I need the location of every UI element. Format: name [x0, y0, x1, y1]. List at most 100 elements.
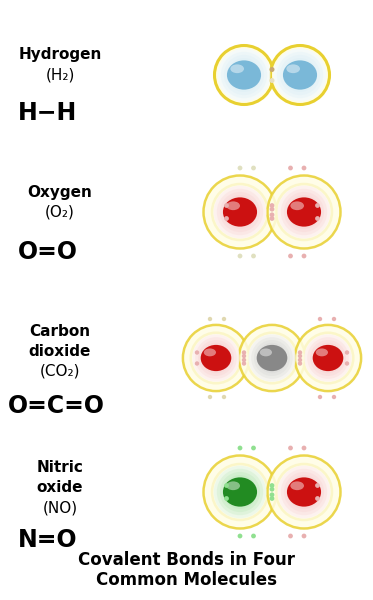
Ellipse shape	[290, 202, 304, 210]
Circle shape	[224, 55, 264, 95]
Circle shape	[288, 446, 293, 451]
Ellipse shape	[313, 345, 343, 371]
Circle shape	[239, 325, 305, 391]
Circle shape	[332, 395, 336, 399]
Circle shape	[310, 340, 346, 376]
Text: N=O: N=O	[18, 528, 78, 552]
Circle shape	[295, 325, 361, 391]
Circle shape	[238, 446, 242, 451]
Circle shape	[195, 337, 237, 379]
Circle shape	[208, 317, 212, 321]
Circle shape	[307, 337, 349, 379]
Circle shape	[302, 533, 306, 538]
Circle shape	[298, 361, 302, 365]
Circle shape	[224, 216, 229, 221]
Circle shape	[214, 185, 266, 238]
Circle shape	[315, 216, 320, 221]
Ellipse shape	[286, 64, 300, 73]
Ellipse shape	[316, 349, 328, 356]
Ellipse shape	[227, 61, 261, 89]
Circle shape	[270, 216, 275, 221]
Circle shape	[270, 487, 275, 491]
Circle shape	[287, 475, 321, 509]
Circle shape	[220, 472, 260, 512]
Circle shape	[318, 317, 322, 321]
Circle shape	[248, 334, 296, 382]
Circle shape	[318, 395, 322, 399]
Text: O=O: O=O	[18, 240, 78, 264]
Circle shape	[204, 175, 276, 248]
Circle shape	[345, 350, 349, 355]
Circle shape	[222, 395, 226, 399]
Ellipse shape	[287, 478, 321, 506]
Text: oxide: oxide	[37, 481, 83, 496]
Text: H−H: H−H	[18, 101, 77, 125]
Circle shape	[257, 343, 287, 373]
Circle shape	[238, 533, 242, 538]
Circle shape	[298, 358, 302, 362]
Text: dioxide: dioxide	[29, 343, 91, 359]
Circle shape	[270, 203, 275, 208]
Circle shape	[284, 472, 324, 512]
Circle shape	[242, 354, 246, 358]
Text: Oxygen: Oxygen	[28, 185, 93, 199]
Circle shape	[242, 350, 246, 355]
Circle shape	[212, 184, 268, 240]
Circle shape	[226, 478, 254, 506]
Circle shape	[204, 455, 276, 529]
Text: O=C=O: O=C=O	[8, 394, 105, 418]
Circle shape	[270, 483, 275, 488]
Circle shape	[345, 361, 349, 365]
Circle shape	[290, 198, 318, 226]
Circle shape	[288, 166, 293, 170]
Circle shape	[276, 464, 332, 520]
Circle shape	[214, 466, 266, 518]
Text: Carbon: Carbon	[29, 323, 91, 338]
Circle shape	[220, 192, 260, 232]
Circle shape	[224, 496, 229, 501]
Circle shape	[251, 446, 256, 451]
Ellipse shape	[257, 345, 287, 371]
Text: (H₂): (H₂)	[45, 67, 75, 82]
Circle shape	[313, 343, 343, 373]
Circle shape	[270, 493, 275, 497]
Circle shape	[284, 192, 324, 232]
Circle shape	[315, 496, 320, 501]
Circle shape	[214, 46, 273, 104]
Circle shape	[288, 533, 293, 538]
Ellipse shape	[204, 349, 216, 356]
Circle shape	[242, 358, 246, 362]
Circle shape	[274, 49, 326, 101]
Circle shape	[251, 166, 256, 170]
Circle shape	[332, 317, 336, 321]
Ellipse shape	[283, 61, 317, 89]
Circle shape	[247, 332, 297, 383]
Circle shape	[278, 466, 330, 518]
Circle shape	[217, 469, 263, 515]
Ellipse shape	[260, 349, 272, 356]
Text: (NO): (NO)	[43, 500, 78, 515]
Circle shape	[270, 78, 275, 83]
Circle shape	[192, 334, 239, 382]
Circle shape	[218, 49, 270, 101]
Ellipse shape	[201, 345, 231, 371]
Ellipse shape	[231, 64, 244, 73]
Circle shape	[281, 189, 327, 235]
Ellipse shape	[226, 202, 240, 210]
Circle shape	[277, 52, 323, 98]
Circle shape	[223, 195, 257, 229]
Circle shape	[302, 166, 306, 170]
Circle shape	[208, 395, 212, 399]
Circle shape	[278, 185, 330, 238]
Circle shape	[214, 466, 266, 518]
Ellipse shape	[287, 197, 321, 227]
Circle shape	[274, 49, 326, 101]
Circle shape	[238, 166, 242, 170]
Circle shape	[270, 212, 275, 217]
Circle shape	[204, 346, 228, 370]
Circle shape	[298, 354, 302, 358]
Circle shape	[226, 198, 254, 226]
Circle shape	[278, 185, 330, 238]
Circle shape	[248, 334, 296, 382]
Ellipse shape	[226, 481, 240, 490]
